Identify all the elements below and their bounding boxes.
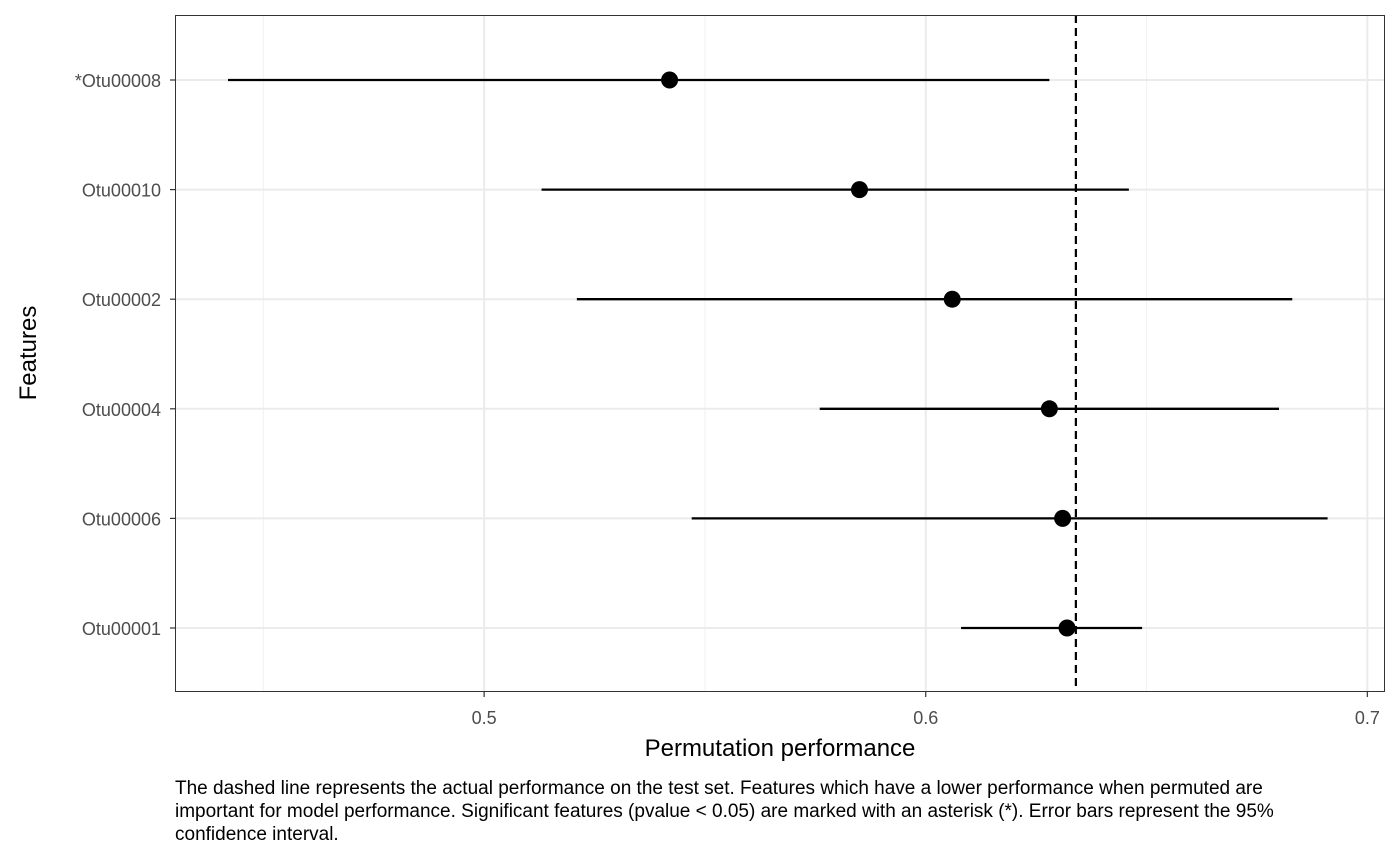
panel-border [175, 15, 1385, 692]
x-axis-title: Permutation performance [645, 735, 916, 762]
y-tick-label: Otu00004 [82, 400, 161, 420]
point-range-marks [227, 71, 1328, 637]
y-tick-label: Otu00002 [82, 290, 161, 310]
y-tick-label: Otu00010 [82, 181, 161, 201]
data-point [943, 290, 961, 308]
y-tick-label: Otu00006 [82, 509, 161, 529]
axes: 0.5 0.6 0.7 *Otu00008 Otu00010 Otu00002 Otu000… [75, 71, 1380, 728]
x-tick-label: 0.5 [472, 708, 497, 728]
x-tick-label: 0.6 [913, 708, 938, 728]
data-point [850, 181, 868, 199]
x-tick-label: 0.7 [1355, 708, 1380, 728]
figure-caption: The dashed line represents the actual pe… [175, 778, 1274, 845]
data-point [1040, 400, 1058, 418]
data-point [1054, 509, 1072, 527]
y-tick-label: *Otu00008 [75, 71, 161, 91]
y-axis-title: Features [15, 306, 42, 401]
grid-lines [175, 15, 1385, 692]
data-point [1058, 619, 1076, 637]
y-tick-label: Otu00001 [82, 619, 161, 639]
data-point [661, 71, 679, 89]
